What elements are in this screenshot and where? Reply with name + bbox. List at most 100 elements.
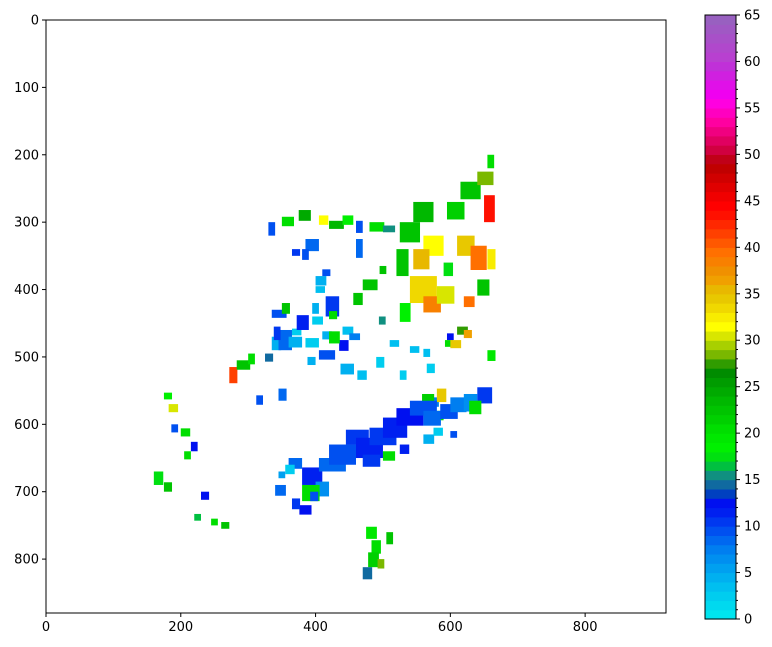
reflectivity-cell xyxy=(171,424,179,433)
reflectivity-cell xyxy=(423,410,441,426)
x-tick-label: 800 xyxy=(573,620,598,635)
reflectivity-cell xyxy=(342,326,354,335)
reflectivity-cell xyxy=(399,303,411,322)
colorbar-tick-label: 65 xyxy=(744,9,761,24)
colorbar-tick-label: 45 xyxy=(744,194,761,209)
x-tick-label: 600 xyxy=(438,620,463,635)
reflectivity-cells xyxy=(153,154,496,580)
reflectivity-cell xyxy=(299,505,312,515)
colorbar-bin xyxy=(705,163,736,174)
reflectivity-cell xyxy=(322,269,331,277)
colorbar-bin xyxy=(705,256,736,267)
colorbar-bin xyxy=(705,553,736,564)
colorbar-tick-label: 10 xyxy=(744,520,761,535)
reflectivity-cell xyxy=(184,451,191,460)
reflectivity-cell xyxy=(477,387,493,404)
reflectivity-cell xyxy=(273,326,281,341)
colorbar-bin xyxy=(705,117,736,128)
reflectivity-cell xyxy=(322,331,332,340)
reflectivity-cell xyxy=(163,482,173,492)
colorbar-bin xyxy=(705,581,736,592)
colorbar-bin xyxy=(705,15,736,25)
reflectivity-cell xyxy=(268,222,276,236)
colorbar-bin xyxy=(705,563,736,574)
colorbar-bin xyxy=(705,24,736,35)
colorbar-bin xyxy=(705,312,736,323)
y-tick-label: 700 xyxy=(14,485,39,500)
colorbar-bin xyxy=(705,126,736,137)
reflectivity-cell xyxy=(349,333,361,341)
reflectivity-cell xyxy=(329,220,344,229)
colorbar-tick-label: 60 xyxy=(744,55,761,70)
colorbar-bin xyxy=(705,98,736,109)
reflectivity-cell xyxy=(446,333,454,341)
reflectivity-cell xyxy=(285,464,295,475)
reflectivity-cell xyxy=(399,370,407,380)
y-tick-label: 400 xyxy=(14,283,39,298)
reflectivity-cell xyxy=(305,338,319,348)
reflectivity-cell xyxy=(484,195,495,223)
reflectivity-cell xyxy=(379,265,387,275)
reflectivity-cell xyxy=(457,326,468,335)
reflectivity-cell xyxy=(450,340,462,349)
colorbar-bin xyxy=(705,526,736,536)
colorbar-bin xyxy=(705,479,736,490)
colorbar-bin xyxy=(705,265,736,276)
colorbar-bin xyxy=(705,61,736,72)
colorbar-bin xyxy=(705,247,736,258)
colorbar-ticks: 0 5 10 15 20 25 30 35 40 45 50 55 60 65 xyxy=(736,9,761,628)
reflectivity-cell xyxy=(366,526,377,539)
colorbar-frame xyxy=(704,14,737,620)
reflectivity-cell xyxy=(353,292,363,306)
reflectivity-cell xyxy=(469,400,482,415)
colorbar-bin xyxy=(705,145,736,155)
reflectivity-cell xyxy=(248,353,255,365)
reflectivity-cell xyxy=(362,567,373,580)
x-tick-label: 0 xyxy=(42,620,50,635)
colorbar-tick-label: 25 xyxy=(744,380,761,395)
reflectivity-cell xyxy=(312,316,323,325)
colorbar-tick-label: 0 xyxy=(744,613,752,628)
colorbar-bin xyxy=(705,405,736,416)
reflectivity-cell xyxy=(413,201,434,223)
reflectivity-cell xyxy=(180,428,191,437)
reflectivity-cell xyxy=(288,458,303,469)
colorbar-bin xyxy=(705,414,736,425)
reflectivity-cell xyxy=(477,279,490,296)
reflectivity-cell xyxy=(413,249,430,270)
colorbar-bin xyxy=(705,386,736,397)
reflectivity-cell xyxy=(399,222,421,243)
colorbar-bin xyxy=(705,535,736,546)
reflectivity-cell xyxy=(288,336,303,348)
reflectivity-cell xyxy=(163,392,173,400)
reflectivity-cell xyxy=(275,484,286,496)
colorbar-bin xyxy=(705,33,736,44)
colorbar-bins xyxy=(705,15,736,620)
reflectivity-cell xyxy=(487,350,496,361)
colorbar-bin xyxy=(705,238,736,248)
reflectivity-cell xyxy=(318,215,329,225)
reflectivity-cell xyxy=(382,225,396,233)
colorbar-bin xyxy=(705,488,736,499)
colorbar-bin xyxy=(705,135,736,146)
y-tick-label: 500 xyxy=(14,350,39,365)
reflectivity-cell xyxy=(307,356,316,366)
reflectivity-cell xyxy=(340,363,354,375)
reflectivity-cell xyxy=(312,303,319,314)
colorbar-bin xyxy=(705,340,736,351)
colorbar-bin xyxy=(705,377,736,388)
reflectivity-cell xyxy=(329,444,356,465)
reflectivity-cell xyxy=(329,331,340,344)
plot-frame xyxy=(45,19,667,614)
reflectivity-cell xyxy=(318,350,336,360)
reflectivity-cell xyxy=(211,518,218,526)
reflectivity-cell xyxy=(423,348,431,357)
reflectivity-cell xyxy=(433,427,443,436)
reflectivity-cell xyxy=(423,296,441,313)
y-tick-label: 200 xyxy=(14,148,39,163)
colorbar-bin xyxy=(705,42,736,53)
reflectivity-cell xyxy=(389,340,400,347)
colorbar-bin xyxy=(705,191,736,202)
y-tick-label: 600 xyxy=(14,418,39,433)
reflectivity-cell xyxy=(362,279,378,291)
